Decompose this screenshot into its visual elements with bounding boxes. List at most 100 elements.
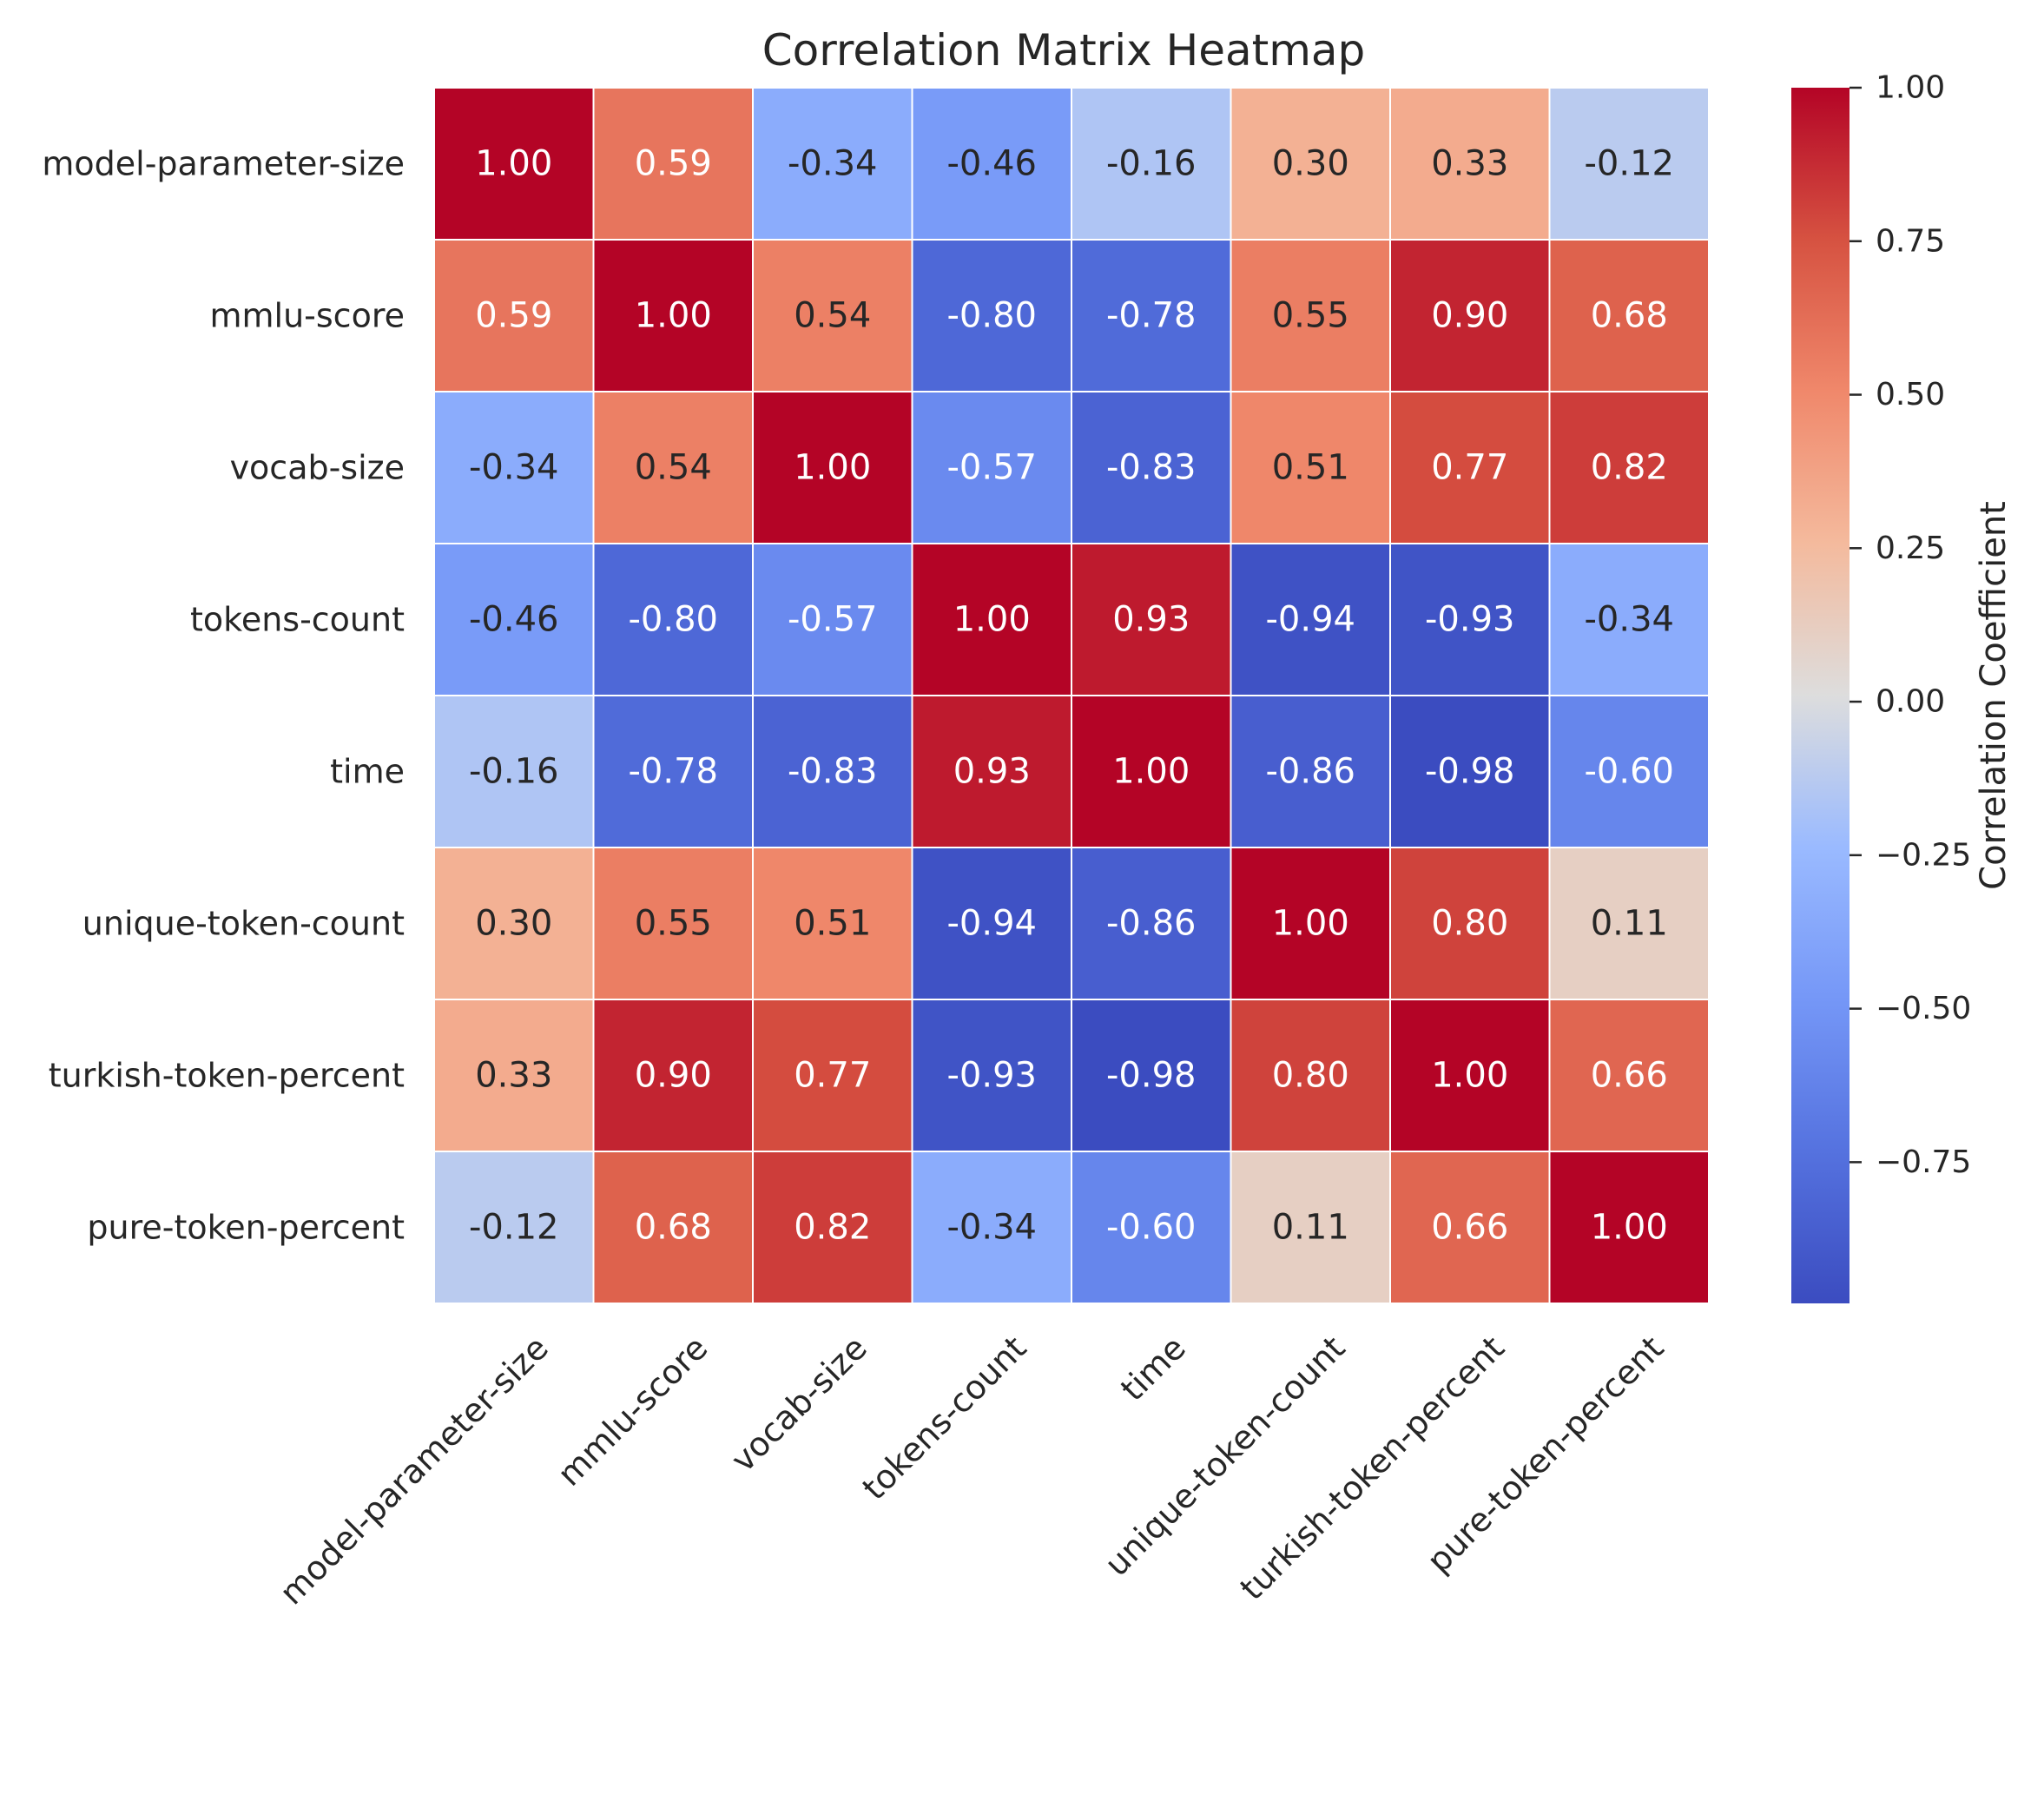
cell-value-label: 0.82	[1591, 448, 1668, 488]
cell-value-label: -0.57	[788, 600, 878, 640]
heatmap-cell	[911, 695, 1072, 848]
heatmap-cell	[1389, 87, 1551, 241]
cell-value-label: 0.11	[1272, 1208, 1349, 1248]
cell-value-label: 0.90	[1431, 296, 1508, 336]
heatmap-cell	[1071, 543, 1232, 696]
cell-value-label: 0.51	[794, 904, 871, 944]
cell-value-label: 1.00	[1272, 904, 1349, 944]
cell-value-label: -0.86	[1266, 752, 1356, 792]
cell-value-label: 0.33	[1431, 144, 1508, 184]
heatmap-cell	[1230, 847, 1391, 1000]
colorbar-gradient	[1791, 88, 1849, 1303]
colorbar-tick-label: −0.25	[1876, 837, 1971, 873]
cell-value-label: -0.34	[788, 144, 878, 184]
heatmap-cell	[1389, 1151, 1551, 1304]
heatmap-cell	[1071, 1151, 1232, 1304]
heatmap-cell	[1548, 1151, 1710, 1304]
cell-value-label: -0.60	[1585, 752, 1675, 792]
cell-value-label: -0.94	[1266, 600, 1356, 640]
cell-value-label: -0.80	[629, 600, 719, 640]
chart-title: Correlation Matrix Heatmap	[762, 25, 1366, 76]
heatmap-cell	[1389, 543, 1551, 696]
heatmap-cell	[911, 239, 1072, 392]
cell-value-label: 0.68	[1591, 296, 1668, 336]
heatmap-cell	[1071, 847, 1232, 1000]
heatmap-cell	[433, 999, 595, 1152]
heatmap-cell	[1548, 847, 1710, 1000]
colorbar-tick-label: −0.50	[1876, 991, 1971, 1026]
heatmap-cell	[592, 695, 754, 848]
cell-value-label: 0.54	[635, 448, 712, 488]
cell-value-label: 0.59	[475, 296, 552, 336]
heatmap-cells	[433, 87, 1710, 1304]
heatmap-cell	[752, 1151, 913, 1304]
cell-value-label: -0.16	[469, 752, 559, 792]
heatmap-cell	[911, 847, 1072, 1000]
cell-value-label: 0.55	[1272, 296, 1349, 336]
heatmap-cell	[1389, 239, 1551, 392]
heatmap-cell	[433, 239, 595, 392]
heatmap-cell	[592, 87, 754, 241]
heatmap-cell	[911, 391, 1072, 544]
cell-value-label: 0.51	[1272, 448, 1349, 488]
heatmap-cell	[433, 695, 595, 848]
cell-value-label: -0.94	[947, 904, 1038, 944]
cell-value-label: -0.34	[1585, 600, 1675, 640]
cell-value-label: 1.00	[1591, 1208, 1668, 1248]
cell-value-label: -0.80	[947, 296, 1038, 336]
heatmap-cell	[1389, 847, 1551, 1000]
cell-value-label: -0.34	[469, 448, 559, 488]
heatmap-cell	[752, 391, 913, 544]
row-label: model-parameter-size	[42, 145, 405, 183]
heatmap-cell	[433, 391, 595, 544]
heatmap-cell	[1230, 999, 1391, 1152]
cell-value-label: 0.68	[635, 1208, 712, 1248]
cell-value-label: -0.83	[1106, 448, 1197, 488]
cell-value-label: -0.46	[469, 600, 559, 640]
cell-value-label: 0.90	[635, 1056, 712, 1096]
heatmap-cell	[1389, 391, 1551, 544]
cell-value-label: -0.98	[1425, 752, 1515, 792]
row-label: mmlu-score	[210, 297, 406, 335]
cell-value-label: -0.46	[947, 144, 1038, 184]
heatmap-cell	[592, 239, 754, 392]
cell-value-label: 0.93	[953, 752, 1031, 792]
cell-value-label: 0.55	[635, 904, 712, 944]
heatmap-cell	[433, 87, 595, 241]
heatmap-cell	[1230, 543, 1391, 696]
heatmap-cell	[1389, 695, 1551, 848]
cell-value-label: 0.11	[1591, 904, 1668, 944]
heatmap-cell	[592, 543, 754, 696]
heatmap-cell	[911, 999, 1072, 1152]
heatmap-cell	[752, 87, 913, 241]
cell-value-label: -0.57	[947, 448, 1038, 488]
heatmap-cell	[592, 1151, 754, 1304]
row-labels: model-parameter-size mmlu-score vocab-size…	[42, 145, 405, 1247]
heatmap-cell	[592, 391, 754, 544]
colorbar-tick-label: 0.50	[1876, 377, 1945, 412]
heatmap-cell	[1389, 999, 1551, 1152]
heatmap-cell	[911, 87, 1072, 241]
cell-value-label: -0.98	[1106, 1056, 1197, 1096]
cell-value-label: -0.78	[629, 752, 719, 792]
cell-value-label: 1.00	[794, 448, 871, 488]
row-label: unique-token-count	[82, 905, 405, 943]
cell-value-label: 1.00	[475, 144, 552, 184]
heatmap-cell	[1071, 391, 1232, 544]
cell-value-label: 0.30	[475, 904, 552, 944]
cell-value-label: 0.77	[794, 1056, 871, 1096]
cell-value-label: 1.00	[953, 600, 1031, 640]
colorbar-label: Correlation Coefficient	[1974, 501, 2014, 890]
cell-value-label: 0.77	[1431, 448, 1508, 488]
cell-value-label: -0.34	[947, 1208, 1038, 1248]
heatmap-cell	[1548, 239, 1710, 392]
heatmap-cell	[1230, 391, 1391, 544]
heatmap-cell	[1071, 239, 1232, 392]
cell-value-label: -0.86	[1106, 904, 1197, 944]
cell-value-label: -0.93	[947, 1056, 1038, 1096]
cell-value-label: 0.80	[1272, 1056, 1349, 1096]
row-label: pure-token-percent	[87, 1209, 405, 1247]
heatmap-cell	[752, 847, 913, 1000]
heatmap-cell	[433, 543, 595, 696]
